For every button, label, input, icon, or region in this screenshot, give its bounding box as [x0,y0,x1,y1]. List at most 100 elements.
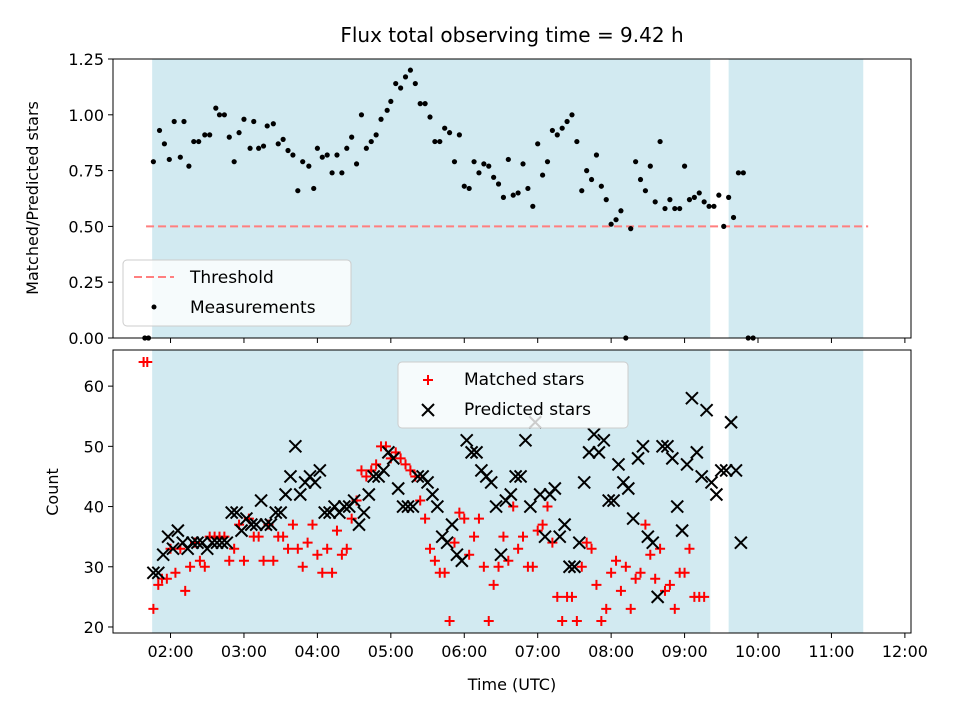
matched-star-point [287,519,298,530]
x-tick-label: 04:00 [294,642,340,661]
measurement-point [706,203,712,209]
measurement-point [202,132,208,138]
measurement-point [358,112,365,118]
predicted-star-point [582,445,596,460]
measurement-point [236,130,242,136]
matched-star-point [513,543,524,554]
measurement-point [295,188,301,194]
measurement-point [378,116,384,122]
predicted-star-point [401,499,415,514]
matched-star-point [537,519,548,530]
predicted-star-point [660,439,675,454]
matched-star-point [400,459,411,470]
measurement-point [311,185,317,192]
predicted-star-point [606,493,621,508]
measurement-point [451,159,458,165]
predicted-star-point [636,439,650,454]
y-tick-label: 60 [84,377,104,396]
measurement-point [681,163,688,169]
predicted-star-point [249,517,263,532]
predicted-star-point [386,451,400,466]
predicted-star-point [553,529,567,544]
predicted-star-point [675,523,689,538]
predicted-star-point [259,517,273,532]
measurement-point [481,161,487,167]
predicted-star-point [734,535,748,550]
predicted-star-point [557,517,572,532]
measurement-point [319,154,325,160]
matched-star-point [571,615,582,626]
predicted-star-point [273,505,288,520]
y-tick-label: 0.75 [68,162,104,181]
predicted-star-point [234,523,249,538]
observing-interval [728,350,864,633]
measurement-point [213,105,219,111]
matched-star-point [454,507,465,518]
measurement-point [353,161,360,167]
matched-star-point [278,531,289,542]
measurement-point [461,183,467,189]
measurement-point [730,214,737,221]
predicted-star-point [190,535,205,550]
matched-star-point [185,561,196,572]
measurement-point [711,203,717,209]
matched-star-point [361,471,372,482]
matched-star-point [356,465,367,476]
measurement-point [510,192,516,198]
matched-star-point [527,561,538,572]
measurement-point [593,152,600,158]
measurement-point [637,176,644,183]
predicted-star-point [254,493,268,508]
measurement-point [569,112,575,118]
measurement-point [432,138,438,145]
x-tick-label: 12:00 [882,642,928,661]
measurement-point [177,154,183,160]
matched-star-point [557,615,568,626]
predicted-star-point [166,541,180,556]
matched-star-point [615,585,626,596]
measurement-point [280,136,286,142]
matched-star-point [444,615,455,626]
matched-star-point [630,573,641,584]
matched-star-point [611,555,622,566]
x-axis-label: Time (UTC) [467,675,556,694]
measurement-point [285,147,291,154]
matched-star-point [669,603,680,614]
measurement-point [691,194,697,200]
matched-star-point [464,549,475,560]
measurement-point [696,190,702,196]
measurement-point [574,138,580,145]
x-tick-label: 10:00 [735,642,781,661]
matched-star-point [478,561,489,572]
measurement-point [608,221,614,227]
measurement-point [349,134,355,140]
predicted-star-point [577,475,591,490]
matched-star-point [645,549,656,560]
measurement-point [251,118,257,125]
measurement-point [388,98,394,105]
measurement-point [466,185,472,192]
matched-star-point [420,513,431,524]
predicted-star-point [455,554,469,568]
measurement-point [559,125,565,131]
y-tick-label: 40 [84,498,104,517]
predicted-star-point [269,505,283,520]
matched-star-point [664,579,675,590]
predicted-star-point [215,535,229,550]
measurement-point [588,176,595,183]
matched-star-point [415,495,426,506]
measurement-point [446,130,453,136]
predicted-star-point [724,415,738,429]
matched-star-point [650,573,661,584]
measurement-point [437,138,443,145]
measurement-point [642,188,649,194]
predicted-star-point [690,445,704,460]
top-measurement-points [142,67,756,341]
measurement-point [402,74,409,80]
matched-star-point [253,531,264,542]
measurement-point [329,170,335,176]
predicted-star-point [504,487,518,502]
measurement-point [652,199,658,205]
measurement-point [628,226,634,232]
predicted-star-point [406,499,420,514]
